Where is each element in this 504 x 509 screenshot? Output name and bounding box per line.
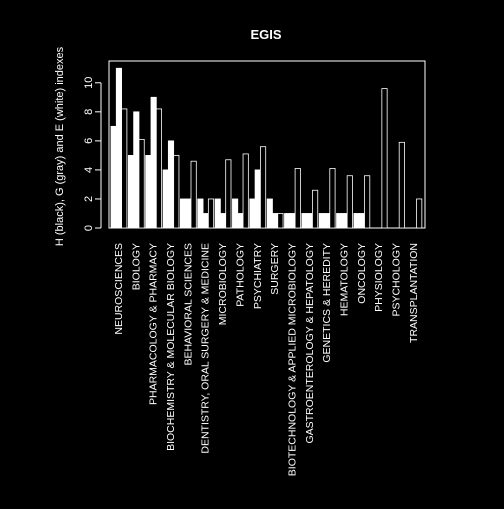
bar-series-3 [207, 198, 215, 229]
bar-series-3 [259, 146, 267, 229]
x-tick-label: NEUROSCIENCES [113, 243, 125, 335]
chart-title: EGIS [250, 27, 281, 42]
x-tick-label: BIOLOGY [130, 243, 142, 290]
bar-series-2 [272, 213, 279, 229]
x-tick-label: ONCOLOGY [356, 243, 368, 304]
x-tick-label: GASTROENTEROLOGY & HEPATOLOGY [304, 243, 316, 444]
bar-series-2 [219, 213, 227, 229]
y-axis-label: H (black), G (gray) and E (white) indexe… [54, 46, 66, 246]
bar-series-2 [150, 96, 157, 229]
y-tick-label: 8 [83, 109, 95, 115]
bar-series-3 [155, 108, 163, 229]
bar-series-2 [237, 213, 244, 229]
bar-series-3 [416, 198, 423, 229]
x-tick-label: PSYCHOLOGY [391, 243, 403, 317]
bar-series-1 [179, 198, 187, 229]
bar-series-2 [185, 198, 192, 229]
bar-series-1 [110, 125, 117, 229]
bar-series-1 [284, 213, 291, 229]
bar-series-1 [301, 213, 308, 229]
bar-series-1 [232, 198, 239, 229]
bar-series-2 [324, 213, 331, 229]
bar-series-1 [336, 213, 343, 229]
bar-series-2 [341, 213, 348, 229]
bar-series-3 [173, 154, 180, 229]
x-tick-label: PATHOLOGY [234, 243, 246, 307]
bar-series-3 [346, 175, 353, 229]
bar-series-3 [329, 168, 336, 229]
bar-series-3 [364, 175, 371, 229]
bar-series-1 [127, 154, 135, 229]
bar-series-2 [202, 213, 209, 229]
bar-series-2 [115, 67, 123, 229]
bar-series-3 [294, 168, 301, 229]
bar-series-3 [225, 159, 232, 229]
bar-series-1 [197, 198, 204, 229]
x-tick-label: BIOTECHNOLOGY & APPLIED MICROBIOLOGY [286, 243, 298, 476]
bar-series-2 [289, 213, 296, 229]
bar-series-1 [145, 154, 152, 229]
bar-series-2 [167, 140, 175, 229]
x-tick-label: MICROBIOLOGY [217, 243, 229, 325]
bar-series-1 [249, 198, 256, 229]
x-tick-label: BIOCHEMISTRY & MOLECULAR BIOLOGY [165, 243, 177, 451]
x-tick-label: PHYSIOLOGY [373, 243, 385, 312]
x-tick-label: GENETICS & HEREDITY [321, 243, 333, 363]
y-tick-label: 0 [83, 225, 95, 231]
bar-series-1 [214, 198, 221, 229]
y-tick-label: 10 [83, 77, 95, 89]
x-axis-tick-labels: NEUROSCIENCES BIOLOGY PHARMACOLOGY & PHARM… [113, 243, 420, 476]
bar-series-1 [353, 213, 360, 229]
y-tick-label: 6 [83, 138, 95, 144]
bar-series-3 [277, 213, 284, 229]
x-tick-label: PHARMACOLOGY & PHARMACY [148, 243, 160, 405]
y-tick-label: 4 [83, 167, 95, 173]
x-tick-label: PSYCHIATRY [252, 243, 264, 309]
bar-series-1 [318, 213, 325, 229]
bar-series-3 [312, 189, 319, 229]
y-tick-label: 2 [83, 196, 95, 202]
bar-series-1 [266, 198, 273, 229]
x-tick-label: BEHAVIORAL SCIENCES [182, 243, 194, 366]
x-tick-label: DENTISTRY, ORAL SURGERY & MEDICINE [200, 243, 212, 454]
bar-series-2 [306, 213, 313, 229]
x-tick-label: HEMATOLOGY [339, 243, 351, 316]
x-tick-label: SURGERY [269, 243, 281, 295]
bar-series-2 [358, 213, 365, 229]
bar-series-3 [121, 108, 128, 229]
bar-series-2 [133, 111, 140, 229]
bar-series-1 [162, 169, 169, 229]
bar-series-3 [381, 88, 388, 229]
bar-series-3 [242, 153, 249, 229]
bar-series-3 [190, 160, 197, 229]
bar-series-3 [138, 139, 145, 229]
bar-series-2 [254, 169, 261, 229]
bars [110, 67, 423, 229]
bar-series-3 [398, 141, 405, 229]
y-axis: 0 2 4 6 8 10 [83, 77, 102, 231]
x-tick-label: TRANSPLANTATION [408, 243, 420, 343]
